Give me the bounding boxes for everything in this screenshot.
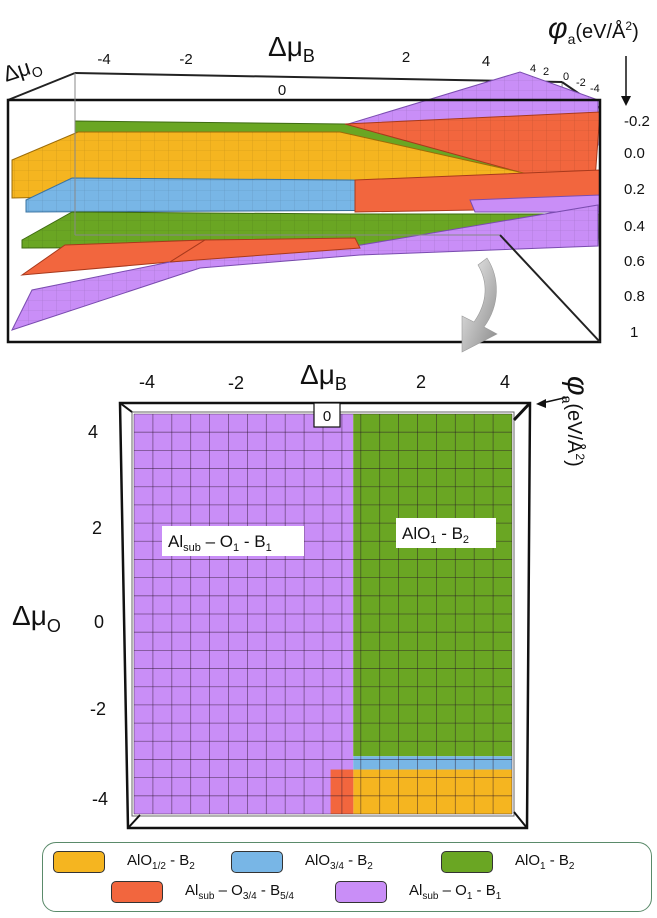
bottom-y-tick: -4: [92, 789, 108, 809]
legend-swatch: [53, 851, 105, 873]
box-edge: [7, 72, 76, 101]
bottom-y-tick: 4: [88, 422, 98, 442]
legend-label: Alsub – O1 - B1: [409, 882, 502, 902]
legend-swatch: [441, 851, 493, 873]
top-depth-tick: -2: [576, 77, 586, 89]
top-z-tick: 0.0: [624, 145, 645, 162]
legend: AlO1/2 - B2 AlO3/4 - B2 AlO1 - B2 Alsub …: [42, 842, 652, 912]
surface-red-top: [345, 112, 600, 180]
legend-label: AlO3/4 - B2: [305, 852, 373, 872]
bottom-y-tick: 0: [94, 612, 104, 632]
projection-arrow: [461, 257, 498, 353]
box-edge: [74, 72, 563, 83]
surface-red-low-front: [169, 237, 361, 263]
legend-label: AlO1/2 - B2: [127, 852, 195, 872]
top-z-tick: 0.2: [624, 181, 645, 198]
top-z-axis-label: φa(eV/Å2): [548, 12, 639, 47]
legend-swatch: [111, 881, 163, 903]
legend-swatch: [231, 851, 283, 873]
origin-marker: [313, 402, 341, 428]
frame-corner: [127, 814, 141, 829]
annotation-label-green: AlO1 - B2: [402, 524, 469, 546]
legend-label: AlO1 - B2: [515, 852, 575, 872]
phase-region-alo-3-4-b2: [353, 756, 512, 770]
legend-item-alo-half-b2: AlO1/2 - B2: [53, 851, 195, 873]
bottom-y-tick: 2: [92, 518, 102, 538]
surface-purple-front: [12, 205, 598, 330]
top-z-tick: 1: [630, 324, 638, 341]
top-depth-tick: 2: [543, 66, 549, 78]
top-depth-tick: 4: [530, 63, 536, 75]
bottom-y-axis-label: ΔμO: [12, 600, 61, 636]
bottom-x-tick: -2: [228, 373, 244, 393]
phase-region-alo-half-b2: [353, 769, 512, 814]
surface-3d-plot: ΔμB ΔμO φa(eV/Å2) -4 -2 0 2 4 4 2 0 -2 -…: [0, 12, 650, 344]
annotation-box-green: [396, 518, 496, 548]
top-x-tick: 4: [482, 53, 490, 70]
phase-gridlines: [133, 413, 513, 815]
top-z-tick: -0.2: [624, 113, 650, 130]
top-x-tick: 0: [278, 82, 286, 99]
bottom-y-tick: -2: [90, 699, 106, 719]
z-axis-arrow-head: [621, 96, 631, 106]
legend-item-alo-3-4-b2: AlO3/4 - B2: [231, 851, 373, 873]
top-x-tick: -2: [179, 51, 192, 68]
legend-label: Alsub – O3/4 - B5/4: [185, 882, 294, 902]
frame-corner: [513, 811, 528, 829]
origin-marker-label: 0: [323, 408, 331, 425]
bottom-x-axis-label: ΔμB: [300, 359, 347, 394]
frame-corner: [512, 401, 532, 422]
z-pointer-arrow: [541, 396, 569, 404]
top-z-tick: 0.4: [624, 218, 645, 235]
box-front-face: [6, 98, 602, 344]
phase-diagram-plot: 0 ΔμB -4 -2 2 4 ΔμO 4 2 0 -2 -4 φa(eV/Å2…: [12, 359, 594, 830]
svg-text:φa(eV/Å2): φa(eV/Å2): [559, 376, 594, 467]
top-x-axis-label: ΔμB: [268, 31, 315, 66]
legend-item-alsub-o3-4-b5-4: Alsub – O3/4 - B5/4: [111, 881, 294, 903]
legend-item-alsub-o1-b1: Alsub – O1 - B1: [335, 881, 501, 903]
top-y-axis-label: ΔμO: [0, 51, 45, 89]
legend-swatch: [335, 881, 387, 903]
z-pointer-arrow-head: [536, 399, 546, 408]
bottom-x-tick: -4: [139, 372, 155, 392]
box-edge: [499, 234, 601, 343]
annotation-box-purple: [162, 526, 304, 556]
top-x-tick: 2: [402, 49, 410, 66]
bottom-x-tick: 2: [416, 372, 426, 392]
top-x-tick: -4: [97, 51, 110, 68]
annotation-label-purple: Alsub – O1 - B1: [168, 532, 272, 554]
frame-corner: [119, 402, 133, 413]
top-depth-tick: -4: [590, 83, 600, 95]
top-z-tick: 0.8: [624, 288, 645, 305]
bottom-x-tick: 4: [500, 372, 510, 392]
bottom-z-axis-label: φa(eV/Å2): [559, 376, 594, 467]
top-z-tick: 0.6: [624, 253, 645, 270]
top-depth-tick: 0: [563, 71, 569, 83]
legend-item-alo1-b2: AlO1 - B2: [441, 851, 574, 873]
